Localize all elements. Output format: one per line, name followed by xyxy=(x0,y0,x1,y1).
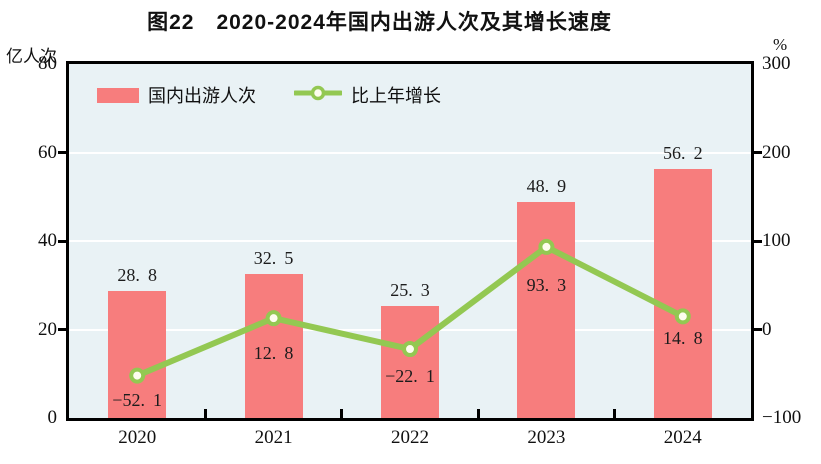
bar-value-label: 25. 3 xyxy=(390,280,430,301)
gridline xyxy=(69,151,751,154)
line-value-label: −22. 1 xyxy=(385,366,435,387)
gridline xyxy=(69,240,751,242)
bar-value-label: 56. 2 xyxy=(662,143,703,164)
legend-label-bar: 国内出游人次 xyxy=(148,86,256,106)
left-tick-mark xyxy=(58,151,66,154)
left-axis-tick-label: 80 xyxy=(38,53,57,74)
legend-item-line: 比上年增长 xyxy=(292,82,441,108)
bar-2024 xyxy=(653,169,712,418)
line-marker-2021 xyxy=(265,310,282,327)
legend-label-line: 比上年增长 xyxy=(351,86,441,106)
x-tick-mark xyxy=(203,409,207,418)
right-axis-tick-label: 0 xyxy=(762,318,772,340)
legend: 国内出游人次 比上年增长 xyxy=(97,82,441,108)
legend-item-bar: 国内出游人次 xyxy=(97,82,256,108)
line-marker-2023 xyxy=(538,238,555,255)
bar-value-label: 48. 9 xyxy=(526,175,567,196)
x-tick-label: 2021 xyxy=(254,427,293,448)
left-axis-tick-label: 0 xyxy=(47,407,58,428)
x-tick-mark xyxy=(476,409,480,418)
line-marker-2024 xyxy=(674,308,691,325)
growth-line-plot xyxy=(129,238,691,384)
bar-value-label: 32. 5 xyxy=(253,248,294,269)
line-value-label: −52. 1 xyxy=(112,389,163,410)
line-value-label: 14. 8 xyxy=(662,328,703,349)
left-axis-tick-label: 20 xyxy=(38,318,57,340)
right-axis-tick-label: 300 xyxy=(762,53,791,74)
bar-2023 xyxy=(517,201,576,418)
bar-2020 xyxy=(108,290,167,418)
left-axis-tick-label: 60 xyxy=(38,141,57,163)
page-title: 图22 2020-2024年国内出游人次及其增长速度 xyxy=(147,11,612,34)
right-tick-mark xyxy=(754,328,762,331)
bar-2022 xyxy=(381,306,439,418)
plot-inner: 28. 8 32. 5 25. 3 48. 9 56. 2 −52. 1 12. 8 −22.… xyxy=(69,64,751,418)
right-tick-mark xyxy=(754,239,762,243)
line-value-label: 12. 8 xyxy=(253,343,294,364)
right-tick-mark xyxy=(754,151,762,154)
left-tick-mark xyxy=(58,239,66,243)
right-axis-tick-label: 200 xyxy=(762,141,791,163)
x-tick-mark xyxy=(340,409,344,418)
left-axis-unit: 亿人次 xyxy=(6,47,57,66)
left-tick-mark xyxy=(58,328,66,331)
right-axis-tick-label: 100 xyxy=(762,230,791,251)
x-tick-label: 2023 xyxy=(527,427,566,448)
bar-value-label: 28. 8 xyxy=(117,264,157,285)
line-swatch-graphic xyxy=(292,85,344,100)
bar-2021 xyxy=(244,274,303,418)
plot-area: 28. 8 32. 5 25. 3 48. 9 56. 2 −52. 1 12. 8 −22.… xyxy=(66,61,754,421)
left-axis-tick-label: 40 xyxy=(38,230,57,251)
line-marker-2020 xyxy=(129,367,146,384)
right-axis-tick-label: −100 xyxy=(762,407,802,428)
line-legend-swatch-icon xyxy=(292,84,344,107)
x-tick-label: 2024 xyxy=(663,427,702,448)
bar-legend-swatch-icon xyxy=(97,87,139,103)
line-marker-2022 xyxy=(402,341,418,358)
line-value-label: 93. 3 xyxy=(526,274,567,295)
x-tick-label: 2020 xyxy=(118,427,157,448)
right-axis-unit: % xyxy=(773,35,788,54)
x-tick-mark xyxy=(613,409,617,418)
x-tick-label: 2022 xyxy=(391,427,429,448)
